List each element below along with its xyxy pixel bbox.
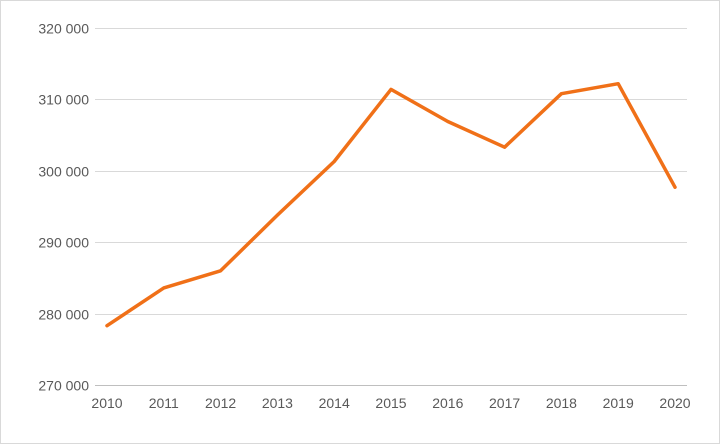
gridlines — [95, 28, 687, 386]
y-tick-label: 310 000 — [38, 92, 89, 108]
series-group — [105, 81, 677, 328]
data-point — [105, 324, 109, 328]
y-tick-label: 280 000 — [38, 307, 89, 323]
x-tick-label: 2010 — [91, 395, 122, 411]
x-axis-tick-labels: 2010 2011 2012 2013 2014 2015 2016 2017 2018 2019… — [91, 395, 690, 411]
data-point — [332, 160, 336, 164]
x-tick-label: 2013 — [262, 395, 293, 411]
data-point — [162, 286, 166, 290]
x-tick-label: 2015 — [375, 395, 406, 411]
data-point — [616, 82, 620, 86]
data-point — [275, 213, 279, 217]
x-tick-label: 2019 — [603, 395, 634, 411]
y-tick-label: 290 000 — [38, 235, 89, 251]
y-tick-label: 300 000 — [38, 164, 89, 180]
y-tick-label: 270 000 — [38, 378, 89, 394]
x-tick-label: 2011 — [149, 395, 179, 411]
data-point — [219, 269, 223, 273]
x-tick-label: 2018 — [546, 395, 577, 411]
data-point — [503, 145, 507, 149]
series-line — [105, 81, 677, 328]
x-tick-label: 2012 — [205, 395, 236, 411]
data-point — [446, 120, 450, 124]
x-tick-label: 2017 — [489, 395, 520, 411]
x-tick-label: 2014 — [319, 395, 350, 411]
data-point — [673, 185, 677, 189]
x-tick-label: 2016 — [432, 395, 463, 411]
y-tick-label: 320 000 — [38, 21, 89, 37]
x-tick-label: 2020 — [659, 395, 690, 411]
y-axis-tick-labels: 270 000 280 000 290 000 300 000 310 000 320 0… — [38, 21, 89, 394]
data-point — [389, 87, 393, 91]
data-point — [559, 92, 563, 96]
